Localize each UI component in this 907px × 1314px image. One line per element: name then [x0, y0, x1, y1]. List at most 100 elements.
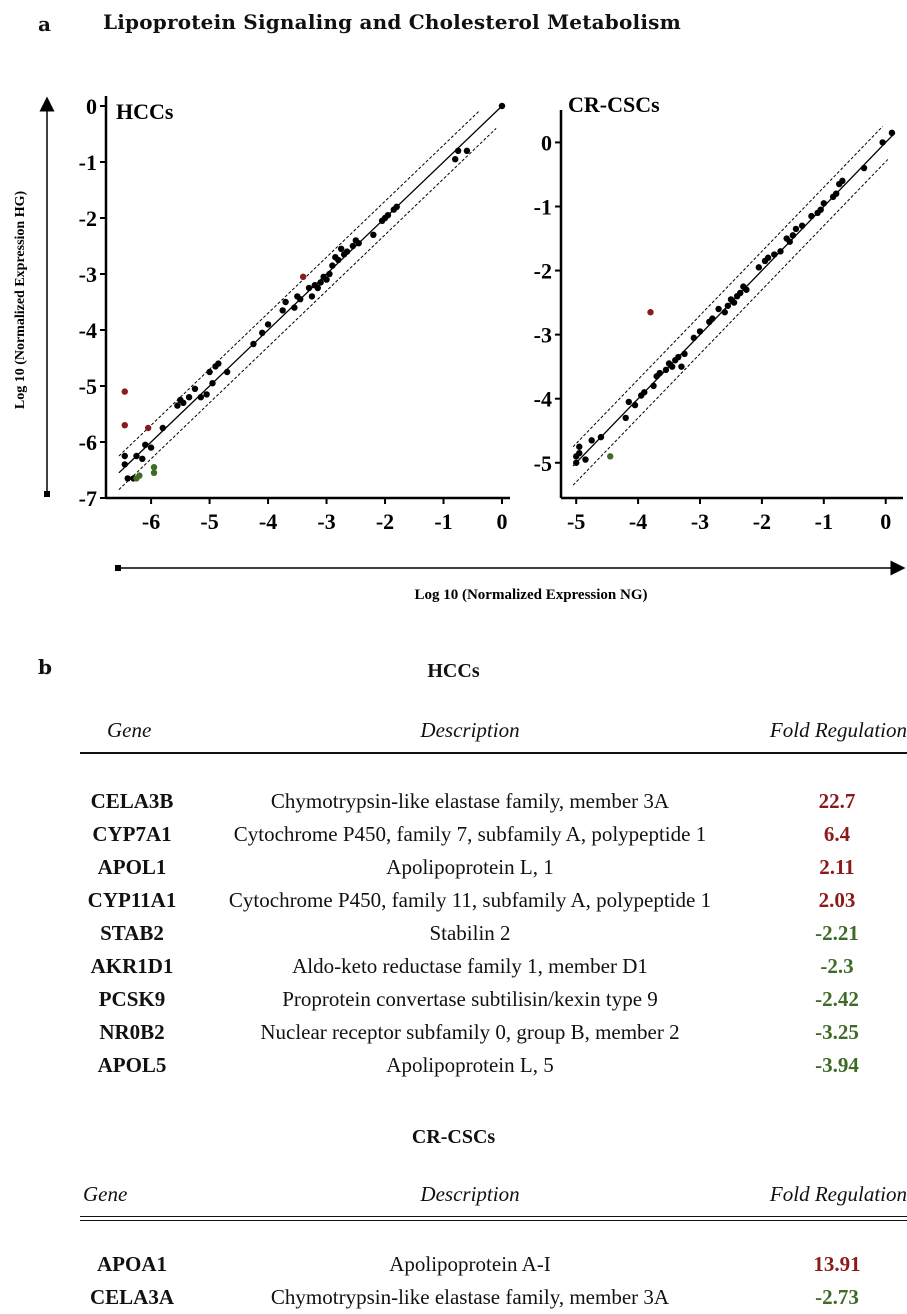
data-point	[343, 248, 351, 255]
data-point	[282, 298, 289, 306]
data-point	[607, 453, 614, 460]
data-point	[789, 232, 797, 239]
data-point	[133, 452, 140, 460]
data-point	[197, 394, 205, 401]
data-point	[259, 329, 266, 336]
description-cell: Cytochrome P450, family 7, subfamily A, …	[233, 822, 707, 846]
x-tick-label: 0	[497, 509, 508, 534]
x-tick-label: -3	[317, 509, 335, 534]
fold-cell: 13.91	[813, 1252, 861, 1276]
x-tick-label: -6	[142, 509, 160, 534]
x-tick-label: -3	[691, 509, 709, 534]
header-gene: Gene	[107, 718, 152, 742]
data-point	[297, 296, 304, 303]
data-point	[144, 424, 152, 432]
table-row: CYP7A1 Cytochrome P450, family 7, subfami…	[80, 818, 907, 851]
fold-cell: -3.25	[815, 1020, 859, 1044]
data-point	[572, 459, 580, 466]
fold-cell: 2.11	[819, 855, 855, 879]
table-body: APOA1 Apolipoprotein A-I 13.91 CELA3A Chymot…	[80, 1248, 907, 1314]
data-point	[174, 402, 181, 409]
data-point	[832, 190, 840, 197]
data-point	[308, 293, 316, 300]
table-row: PCSK9 Proprotein convertase subtilisin/ke…	[80, 983, 907, 1016]
gene-cell: APOL1	[97, 855, 167, 879]
data-point	[681, 350, 688, 358]
y-tick-label: -6	[79, 430, 97, 455]
gene-cell: AKR1D1	[90, 954, 174, 978]
data-point	[159, 424, 166, 432]
data-point	[631, 401, 639, 409]
gene-cell: CYP7A1	[92, 822, 172, 846]
data-point	[121, 452, 128, 460]
data-point	[656, 369, 663, 377]
header-fold-regulation: Fold Regulation	[769, 718, 907, 742]
data-point	[641, 389, 648, 396]
data-point	[291, 304, 298, 311]
data-point	[860, 164, 868, 172]
table-row: CYP11A1 Cytochrome P450, family 11, subfa…	[80, 884, 907, 917]
data-point	[329, 262, 336, 269]
data-point	[139, 455, 146, 462]
table-rule	[80, 752, 907, 754]
plot-title: CR-CSCs	[568, 92, 660, 117]
data-point	[463, 147, 471, 154]
data-point	[808, 212, 815, 220]
data-point	[337, 245, 345, 252]
data-point	[709, 315, 716, 322]
data-point	[576, 443, 583, 450]
data-point	[696, 328, 704, 335]
table-title-cr-cscs: CR-CSCs	[411, 1126, 496, 1148]
data-point	[326, 270, 333, 278]
data-point	[250, 340, 257, 348]
data-point	[203, 391, 210, 398]
data-point	[730, 299, 738, 306]
description-cell: Apolipoprotein A-I	[389, 1252, 551, 1276]
data-point	[817, 206, 824, 213]
data-point	[121, 388, 128, 395]
y-tick-label: -1	[534, 194, 552, 219]
data-point	[323, 276, 330, 283]
fold-cell: -2.21	[815, 921, 859, 945]
data-point	[121, 422, 128, 429]
fold-cell: -2.42	[815, 987, 859, 1011]
data-point	[147, 444, 155, 451]
data-point	[721, 309, 728, 316]
data-point	[647, 309, 654, 316]
data-point	[121, 461, 128, 468]
data-point	[370, 231, 377, 238]
data-point	[124, 475, 131, 482]
data-point	[150, 464, 158, 471]
data-point	[215, 360, 222, 367]
fold-cell: 6.4	[823, 822, 851, 846]
y-tick-label: -1	[79, 150, 97, 175]
gene-cell: APOA1	[97, 1252, 167, 1276]
description-cell: Nuclear receptor subfamily 0, group B, m…	[260, 1020, 680, 1044]
table-row: APOL5 Apolipoprotein L, 5 -3.94	[80, 1049, 907, 1082]
table-header: Gene Description Fold Regulation	[80, 1182, 907, 1216]
table-rule	[80, 1216, 907, 1221]
data-point	[136, 472, 143, 479]
table-hccs: Gene Description Fold Regulation CELA3B C…	[80, 718, 907, 1082]
y-tick-label: -2	[534, 259, 552, 284]
y-tick-label: -5	[534, 451, 552, 476]
table-body: CELA3B Chymotrypsin-like elastase family,…	[80, 785, 907, 1082]
data-point	[393, 203, 400, 210]
data-point	[678, 363, 685, 370]
y-tick-label: -4	[534, 387, 552, 412]
x-axis-arrow-base	[115, 565, 121, 571]
data-point	[798, 222, 806, 229]
data-point	[349, 242, 357, 250]
data-point	[715, 305, 722, 313]
plot-title: HCCs	[116, 99, 174, 124]
gene-cell: NR0B2	[99, 1020, 165, 1044]
gene-cell: CELA3A	[89, 1285, 174, 1309]
x-tick-label: -5	[200, 509, 218, 534]
data-point	[588, 437, 595, 444]
data-point	[299, 273, 307, 280]
data-point	[335, 256, 342, 264]
data-point	[777, 248, 784, 255]
data-point	[879, 139, 886, 146]
data-point	[888, 129, 896, 137]
table-row: NR0B2 Nuclear receptor subfamily 0, group…	[80, 1016, 907, 1049]
